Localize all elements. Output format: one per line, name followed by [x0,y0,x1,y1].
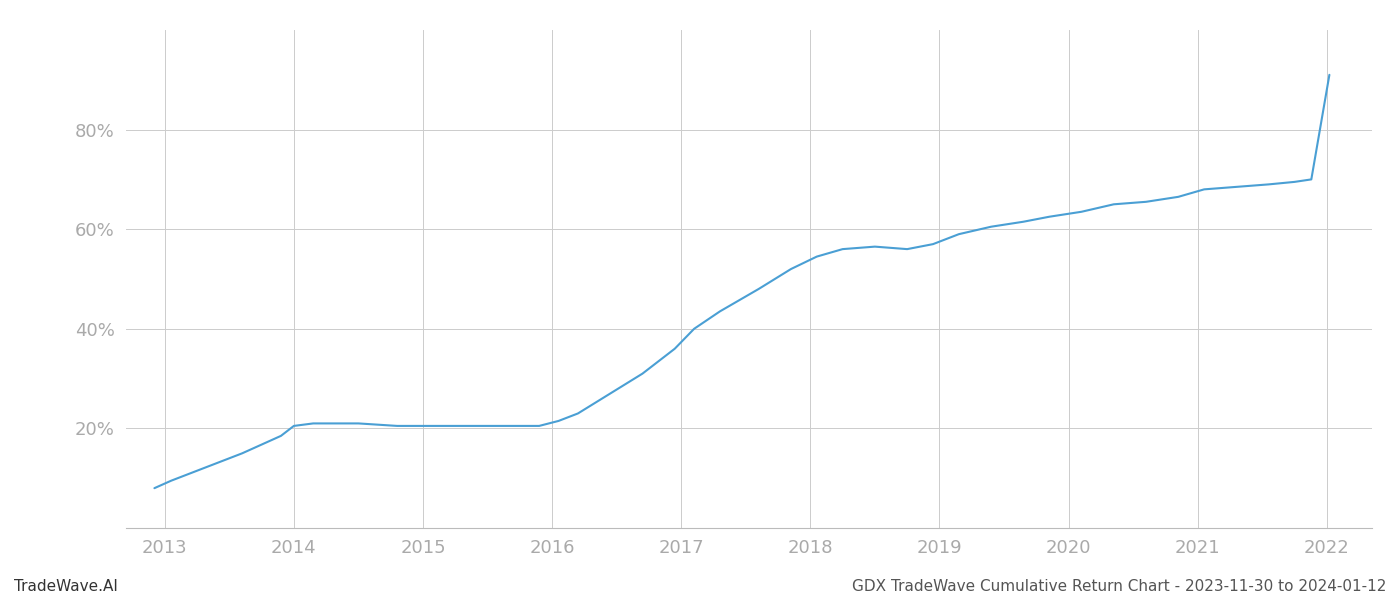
Text: TradeWave.AI: TradeWave.AI [14,579,118,594]
Text: GDX TradeWave Cumulative Return Chart - 2023-11-30 to 2024-01-12: GDX TradeWave Cumulative Return Chart - … [851,579,1386,594]
